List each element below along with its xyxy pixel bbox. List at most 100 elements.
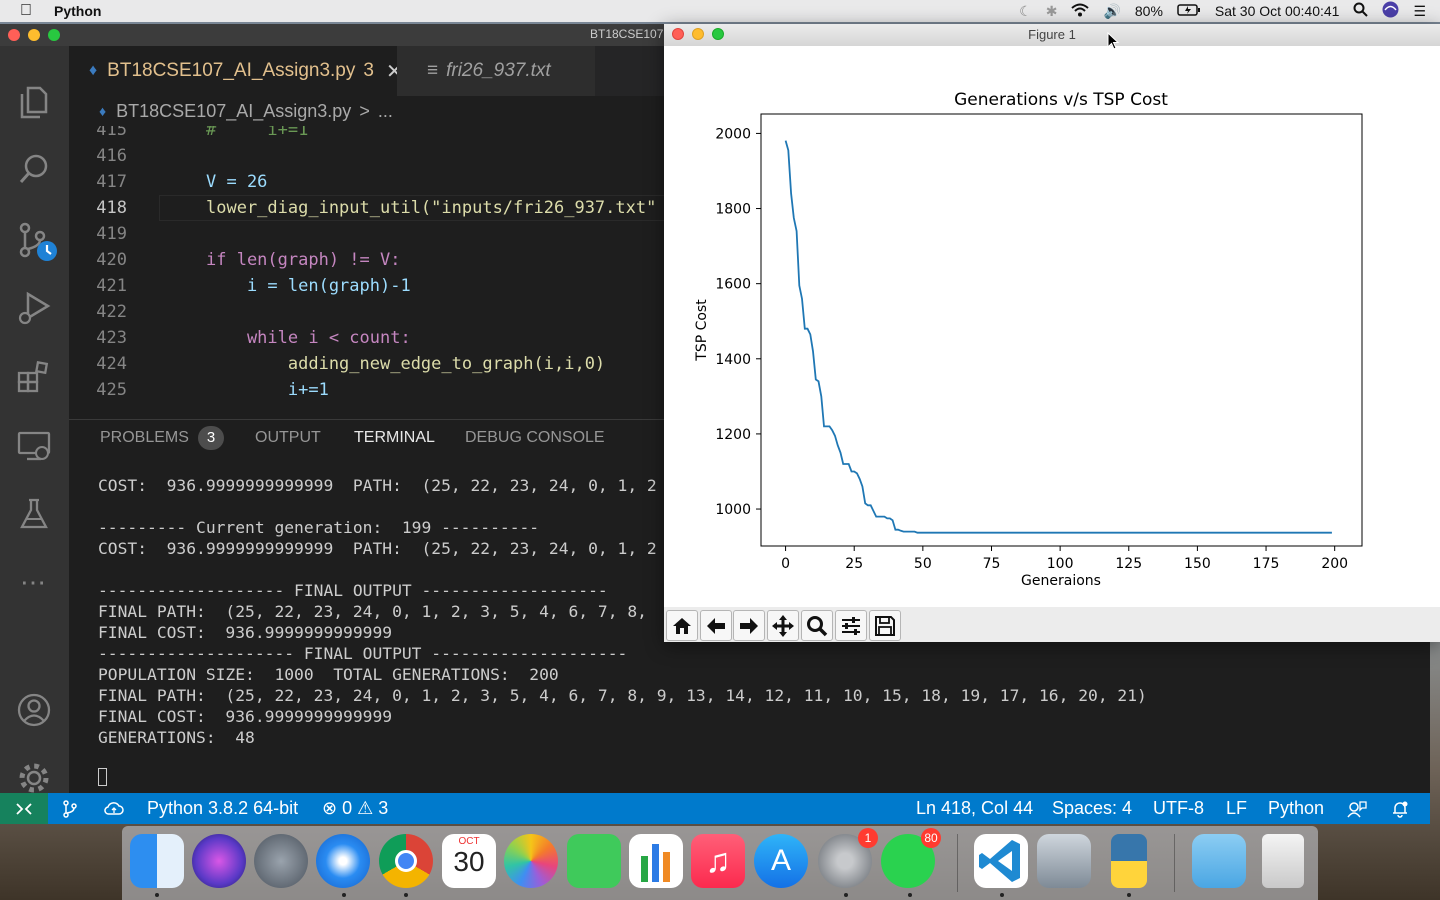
zoom-button[interactable]	[801, 610, 833, 641]
downloads-folder-icon[interactable]	[1192, 834, 1246, 888]
launchpad-rocket-icon[interactable]	[254, 834, 308, 888]
app-menu-python[interactable]: Python	[54, 3, 102, 19]
volume-icon[interactable]: 🔊	[1103, 2, 1121, 19]
spotlight-search-icon[interactable]	[1353, 2, 1369, 20]
back-button[interactable]	[700, 610, 732, 641]
feedback-icon[interactable]	[1347, 793, 1367, 824]
siri-app-icon[interactable]	[192, 834, 246, 888]
photos-icon[interactable]	[504, 834, 558, 888]
minimize-window-button[interactable]	[28, 29, 40, 41]
warning-icon: ⚠	[357, 798, 374, 818]
battery-icon[interactable]	[1177, 3, 1201, 19]
calendar-icon[interactable]: OCT 30	[442, 834, 496, 888]
facetime-icon[interactable]	[567, 834, 621, 888]
app-store-icon[interactable]: A	[754, 834, 808, 888]
clock[interactable]: Sat 30 Oct 00:40:41	[1214, 3, 1340, 19]
tab-output[interactable]: OUTPUT	[255, 429, 321, 446]
x-tick-label: 200	[1321, 556, 1348, 572]
indentation[interactable]: Spaces: 4	[1052, 798, 1133, 818]
breadcrumb: ♦ BT18CSE107_AI_Assign3.py > ...	[69, 96, 669, 126]
source-control-icon[interactable]	[16, 220, 57, 261]
tab-fri26-txt[interactable]: ≡ fri26_937.txt	[397, 46, 595, 96]
tab-assign3-py[interactable]: ♦ BT18CSE107_AI_Assign3.py 3 ✕	[69, 46, 403, 96]
figure-close-button[interactable]	[672, 28, 684, 40]
preview-icon[interactable]	[1037, 834, 1091, 888]
configure-subplots-button[interactable]	[835, 610, 867, 641]
home-button[interactable]	[666, 610, 698, 641]
tab-problems[interactable]: PROBLEMS	[100, 429, 189, 446]
line-code: lower_diag_input_util("inputs/fri26_937.…	[206, 198, 657, 218]
safari-compass-icon[interactable]	[316, 834, 370, 888]
figure-titlebar: Figure 1	[664, 24, 1440, 47]
explorer-icon[interactable]	[16, 84, 52, 120]
pan-button[interactable]	[767, 610, 799, 641]
end-of-line[interactable]: LF	[1226, 798, 1248, 818]
running-indicator	[844, 893, 848, 897]
more-dots-icon[interactable]: ⋯	[20, 567, 48, 597]
chrome-icon[interactable]	[379, 834, 433, 888]
remote-indicator[interactable]	[0, 793, 48, 824]
system-preferences-gear-icon[interactable]: 1	[818, 828, 878, 888]
line-number: 424	[96, 354, 127, 374]
magnifier-icon	[807, 615, 828, 636]
finder-icon[interactable]	[130, 834, 184, 888]
save-figure-button[interactable]	[869, 610, 901, 641]
encoding[interactable]: UTF-8	[1153, 798, 1204, 818]
python-rocket-icon[interactable]	[1111, 834, 1147, 888]
bluetooth-icon[interactable]: ✱	[1045, 2, 1058, 19]
line-number: 416	[96, 146, 127, 166]
maximize-window-button[interactable]	[48, 29, 60, 41]
git-branch-icon[interactable]	[62, 793, 78, 824]
sync-cloud-icon[interactable]	[104, 793, 124, 824]
accounts-icon[interactable]	[16, 692, 52, 728]
close-window-button[interactable]	[8, 29, 20, 41]
dock-divider	[957, 834, 958, 892]
remote-explorer-icon[interactable]	[16, 428, 52, 464]
editor-tabs: ♦ BT18CSE107_AI_Assign3.py 3 ✕ ≡ fri26_9…	[69, 46, 669, 96]
breadcrumb-file[interactable]: BT18CSE107_AI_Assign3.py	[116, 100, 352, 121]
numbers-chart-icon[interactable]	[629, 834, 683, 888]
forward-button[interactable]	[733, 610, 765, 641]
whatsapp-icon[interactable]: 80	[881, 828, 941, 888]
python-file-icon: ♦	[89, 62, 98, 79]
apple-menu-icon[interactable]: 	[20, 2, 36, 20]
notification-center-icon[interactable]: ☰	[1413, 2, 1426, 19]
cursor-position[interactable]: Ln 418, Col 44	[916, 798, 1034, 818]
figure-minimize-button[interactable]	[692, 28, 704, 40]
figure-maximize-button[interactable]	[712, 28, 724, 40]
terminal-line: -------------------- FINAL OUTPUT ------…	[98, 644, 628, 663]
run-debug-icon[interactable]	[16, 290, 52, 326]
code-line: 422	[69, 299, 669, 325]
music-note-icon[interactable]: ♫	[691, 834, 745, 888]
tab-terminal[interactable]: TERMINAL	[354, 420, 435, 461]
vscode-app-icon[interactable]	[974, 834, 1028, 888]
notifications-bell-icon[interactable]	[1391, 793, 1409, 824]
terminal-line: COST: 936.9999999999999 PATH: (25, 22, 2…	[98, 476, 657, 495]
code-line: 424 adding_new_edge_to_graph(i,i,0)	[69, 351, 669, 377]
extensions-icon[interactable]	[16, 358, 52, 394]
siri-icon[interactable]	[1382, 1, 1399, 21]
code-line: 425 i+=1	[69, 377, 669, 403]
testing-flask-icon[interactable]	[16, 496, 52, 532]
problems-status[interactable]: ⊗ 0 ⚠ 3	[322, 793, 388, 824]
y-axis-label: TSP Cost	[694, 299, 710, 362]
code-editor[interactable]: 415 # i+=1 416 417 V = 26 418 lower_diag_in…	[69, 126, 669, 408]
search-icon[interactable]	[16, 152, 52, 188]
manage-gear-icon[interactable]	[16, 760, 52, 796]
status-bar: Python 3.8.2 64-bit ⊗ 0 ⚠ 3 Ln 418, Col …	[0, 793, 1430, 824]
chart-title: Generations v/s TSP Cost	[954, 90, 1168, 110]
text-file-icon: ≡	[427, 60, 439, 81]
tab-debug-console[interactable]: DEBUG CONSOLE	[465, 429, 605, 446]
tab-label: BT18CSE107_AI_Assign3.py	[107, 60, 356, 81]
line-code: while i < count:	[206, 328, 411, 348]
language-mode[interactable]: Python	[1268, 798, 1325, 818]
trash-icon[interactable]	[1262, 834, 1304, 888]
y-tick-label: 1600	[715, 277, 751, 293]
x-tick-label: 175	[1253, 556, 1280, 572]
wifi-icon[interactable]	[1071, 3, 1090, 20]
breadcrumb-symbol[interactable]: ...	[377, 100, 393, 121]
moon-icon[interactable]: ☾	[1019, 2, 1032, 19]
x-tick-label: 25	[845, 556, 863, 572]
python-interpreter[interactable]: Python 3.8.2 64-bit	[147, 798, 299, 818]
line-chart[interactable]: Generations v/s TSP Cost 100012001400160…	[664, 46, 1440, 607]
